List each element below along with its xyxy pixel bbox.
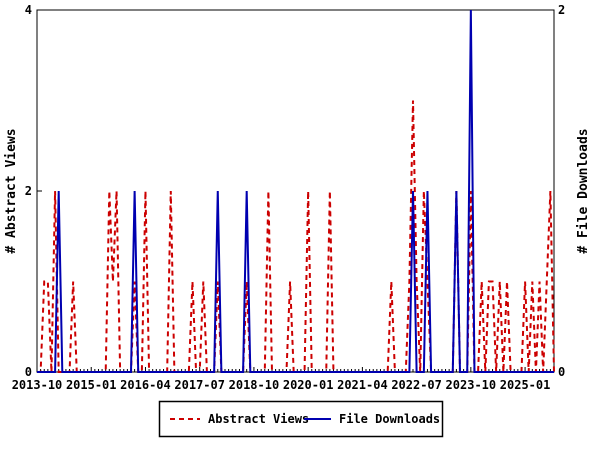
x-axis-tick-label: 2015-01 (66, 378, 117, 392)
x-axis-tick-label: 2020-01 (283, 378, 334, 392)
right-axis-tick-label: 2 (558, 3, 565, 17)
x-axis-tick-label: 2025-01 (500, 378, 551, 392)
right-axis-label: # File Downloads (576, 128, 591, 253)
x-axis-tick-label: 2018-10 (229, 378, 280, 392)
left-axis-tick-label: 0 (25, 365, 32, 379)
x-axis-tick-label: 2022-07 (391, 378, 442, 392)
left-axis-tick-label: 4 (25, 3, 32, 17)
x-axis-tick-label: 2016-04 (120, 378, 171, 392)
series-line-abstract-views (37, 100, 555, 373)
file-downloads-legend-label: File Downloads (339, 412, 440, 426)
legend-box (158, 400, 444, 438)
legend: Abstract Views File Downloads (158, 400, 444, 438)
series-line-file-downloads (37, 9, 554, 373)
plot-area: 2013-10 2015-01 2016-04 2017-07 2018-10 2020-… (12, 3, 566, 392)
x-axis-tick-label: 2013-10 (12, 378, 63, 392)
right-axis-tick-label: 0 (558, 365, 565, 379)
x-axis-tick-label: 2021-04 (337, 378, 388, 392)
x-axis-tick-label: 2023-10 (446, 378, 497, 392)
left-axis-label: # Abstract Views (4, 128, 19, 253)
abstract-views-legend-label: Abstract Views (208, 412, 309, 426)
left-axis-tick-label: 2 (25, 184, 32, 198)
x-axis-tick-label: 2017-07 (174, 378, 225, 392)
plot-frame (36, 9, 555, 373)
